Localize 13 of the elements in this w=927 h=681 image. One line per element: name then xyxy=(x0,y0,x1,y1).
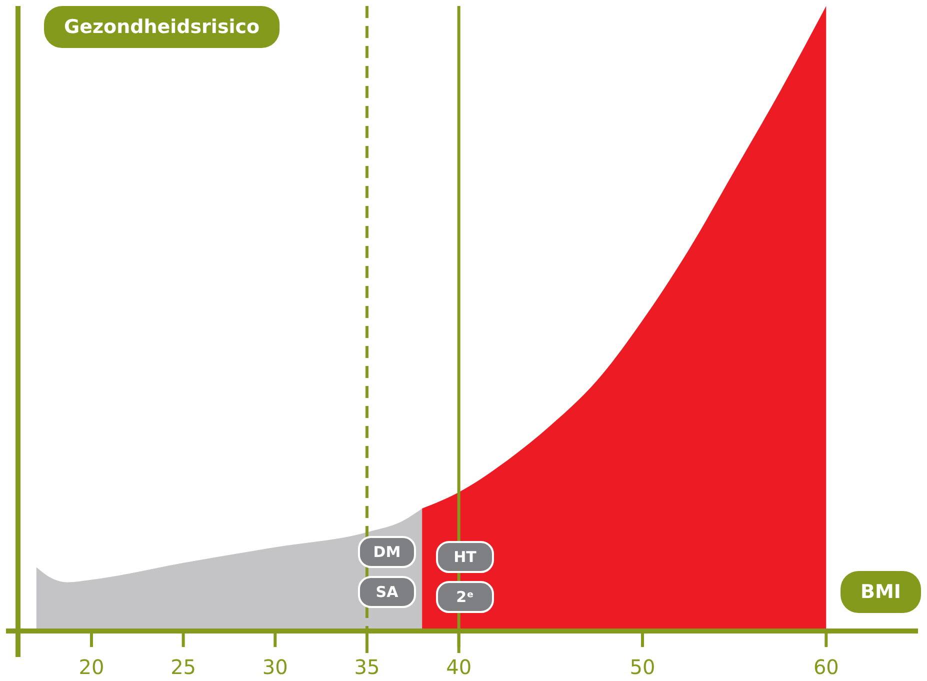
x-tick-label: 30 xyxy=(262,655,288,679)
x-tick-label: 35 xyxy=(354,655,380,679)
x-axis-title: BMI xyxy=(860,581,901,603)
x-tick-label: 25 xyxy=(170,655,196,679)
annotation: 2ᵉ xyxy=(456,588,474,606)
annotation: SA xyxy=(376,583,399,601)
y-axis-title: Gezondheidsrisico xyxy=(64,16,260,38)
x-tick-label: 50 xyxy=(630,655,656,679)
annotation: HT xyxy=(454,548,478,566)
annotation: DM xyxy=(373,543,401,561)
x-tick-label: 20 xyxy=(78,655,104,679)
x-tick-label: 60 xyxy=(813,655,839,679)
x-tick-label: 40 xyxy=(446,655,472,679)
